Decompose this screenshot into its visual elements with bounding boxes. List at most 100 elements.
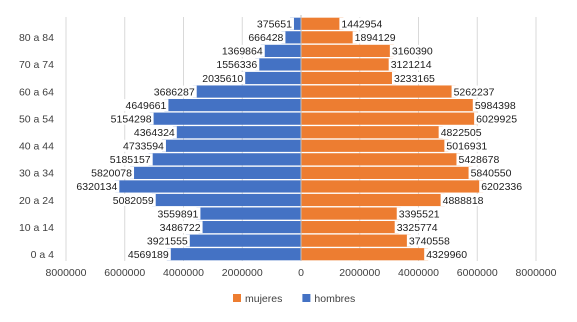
legend: mujeres hombres xyxy=(233,293,355,305)
bar-mujeres-2 xyxy=(301,221,399,234)
x-tick-label-0: 8000000 xyxy=(46,267,87,279)
x-tick-label-7: 6000000 xyxy=(457,267,498,279)
bar-hombres-4 xyxy=(151,193,301,207)
data-label-box-hombres-4 xyxy=(110,194,156,206)
data-label-hombres-11: 4649661 xyxy=(125,100,166,112)
bar-mujeres-13 xyxy=(301,71,396,85)
data-label-box-mujeres-9 xyxy=(438,126,484,139)
bar-hombres-11 xyxy=(164,99,301,112)
category-label-12: 60 a 64 xyxy=(19,86,54,98)
axes: 8000000 6000000 4000000 2000000 0 2000000 4000… xyxy=(19,15,557,279)
data-label-mujeres-0: 4329960 xyxy=(426,249,467,261)
data-label-box-hombres-10 xyxy=(108,112,154,125)
bar-hombres-2 xyxy=(198,221,301,234)
bar-hombres-14 xyxy=(255,58,301,71)
x-tick-label-4: 0 xyxy=(298,267,304,279)
x-tick-label-8: 8000000 xyxy=(516,267,557,279)
data-label-box-mujeres-6 xyxy=(468,166,514,179)
category-label-4: 20 a 24 xyxy=(19,195,54,207)
category-label-8: 40 a 44 xyxy=(19,141,54,153)
data-label-box-hombres-7 xyxy=(107,153,153,166)
legend-swatch-mujeres xyxy=(233,294,241,302)
data-label-hombres-7: 5185157 xyxy=(110,154,151,166)
data-label-mujeres-15: 3160390 xyxy=(392,46,433,58)
bar-hombres-9 xyxy=(172,126,301,139)
data-label-hombres-8: 4733594 xyxy=(123,141,164,153)
data-label-box-hombres-5 xyxy=(74,180,120,193)
data-label-hombres-2: 3486722 xyxy=(160,222,201,234)
data-label-mujeres-13: 3233165 xyxy=(394,73,435,85)
data-label-box-mujeres-3 xyxy=(396,207,442,220)
data-label-mujeres-17: 1442954 xyxy=(341,19,382,31)
data-label-mujeres-14: 3121214 xyxy=(391,59,432,71)
data-label-mujeres-7: 5428678 xyxy=(458,154,499,166)
bar-hombres-5 xyxy=(115,180,301,193)
data-label-mujeres-6: 5840550 xyxy=(471,168,512,180)
x-tick-label-3: 2000000 xyxy=(222,267,263,279)
data-label-box-mujeres-8 xyxy=(444,139,490,152)
data-label-box-hombres-17 xyxy=(254,17,294,30)
data-label-hombres-4: 5082059 xyxy=(113,195,154,207)
data-label-mujeres-3: 3395521 xyxy=(399,208,440,220)
data-label-mujeres-10: 6029925 xyxy=(476,113,517,125)
category-label-10: 50 a 54 xyxy=(19,113,54,125)
bar-mujeres-3 xyxy=(301,207,401,220)
category-label-0: 0 a 4 xyxy=(31,249,55,261)
data-label-hombres-9: 4364324 xyxy=(134,127,175,139)
bar-hombres-0 xyxy=(166,248,301,261)
bar-hombres-15 xyxy=(260,44,301,57)
bar-hombres-3 xyxy=(196,207,301,220)
data-label-mujeres-1: 3740558 xyxy=(409,235,450,247)
data-label-box-hombres-12 xyxy=(151,85,197,98)
category-label-14: 70 a 74 xyxy=(19,59,54,71)
bar-hombres-12 xyxy=(192,85,301,98)
data-label-box-mujeres-15 xyxy=(389,44,435,57)
x-tick-label-6: 4000000 xyxy=(398,267,439,279)
bar-mujeres-6 xyxy=(301,166,473,179)
x-tick-label-5: 2000000 xyxy=(339,267,380,279)
data-label-mujeres-5: 6202336 xyxy=(481,181,522,193)
data-label-hombres-0: 4569189 xyxy=(128,249,169,261)
bar-mujeres-8 xyxy=(301,139,449,152)
bar-mujeres-4 xyxy=(301,193,445,207)
data-label-mujeres-2: 3325774 xyxy=(397,222,438,234)
category-label-16: 80 a 84 xyxy=(19,32,54,44)
data-label-box-hombres-0 xyxy=(125,248,171,261)
data-label-hombres-15: 1369864 xyxy=(222,46,263,58)
data-label-box-mujeres-16 xyxy=(352,31,398,44)
data-label-mujeres-16: 1894129 xyxy=(355,32,396,44)
bar-mujeres-14 xyxy=(301,58,393,71)
data-label-box-mujeres-4 xyxy=(440,194,486,206)
x-tick-label-1: 6000000 xyxy=(104,267,145,279)
bar-mujeres-9 xyxy=(301,126,443,139)
bar-mujeres-11 xyxy=(301,99,477,112)
legend-swatch-hombres xyxy=(302,294,311,302)
data-label-mujeres-4: 4888818 xyxy=(443,195,484,207)
data-label-mujeres-12: 5262237 xyxy=(454,86,495,98)
data-label-mujeres-11: 5984398 xyxy=(475,100,516,112)
data-label-hombres-17: 375651 xyxy=(257,19,292,31)
bars xyxy=(115,17,484,261)
bar-hombres-6 xyxy=(130,166,301,179)
data-label-box-hombres-2 xyxy=(157,221,203,234)
bar-mujeres-17 xyxy=(301,17,344,30)
data-label-box-mujeres-0 xyxy=(424,248,470,261)
bar-mujeres-15 xyxy=(301,44,394,57)
data-label-hombres-6: 5820078 xyxy=(91,168,132,180)
data-label-hombres-1: 3921555 xyxy=(147,235,188,247)
legend-label-hombres: hombres xyxy=(314,293,355,305)
bar-hombres-1 xyxy=(185,234,301,247)
data-label-hombres-12: 3686287 xyxy=(154,86,195,98)
category-label-2: 10 a 14 xyxy=(19,222,54,234)
data-label-box-mujeres-17 xyxy=(339,17,385,30)
bar-hombres-16 xyxy=(281,31,301,44)
data-label-box-mujeres-11 xyxy=(472,99,518,112)
data-label-box-hombres-3 xyxy=(155,207,201,220)
data-label-hombres-14: 1556336 xyxy=(216,59,257,71)
bar-hombres-7 xyxy=(148,153,301,166)
data-label-box-mujeres-14 xyxy=(388,58,434,71)
bar-mujeres-12 xyxy=(301,85,456,98)
